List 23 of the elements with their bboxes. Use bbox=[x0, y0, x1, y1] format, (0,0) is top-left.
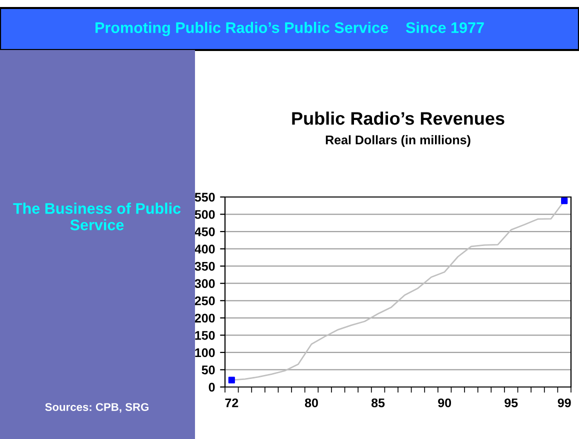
y-tick-label: 400 bbox=[194, 244, 215, 254]
x-tick-label: 99 bbox=[558, 398, 571, 408]
y-tick-label: 50 bbox=[202, 366, 215, 374]
text: The Business of Public Service bbox=[13, 202, 181, 230]
x-tick-label: 95 bbox=[504, 398, 518, 408]
x-tick-label: 90 bbox=[438, 398, 452, 408]
chart-subtitle: Real Dollars (in millions) bbox=[326, 135, 470, 147]
chart-title: Public Radio’s Revenues bbox=[292, 112, 504, 125]
y-tick-label: 350 bbox=[194, 262, 215, 271]
x-tick-label: 72 bbox=[225, 398, 238, 408]
text: Promoting Public Radio’s Public Service Since 1977 bbox=[96, 22, 484, 36]
y-tick-label: 100 bbox=[195, 348, 215, 358]
y-tick-label: 300 bbox=[194, 279, 215, 288]
source-note: Sources: CPB, SRG bbox=[45, 403, 148, 413]
y-tick-label: 150 bbox=[195, 330, 215, 340]
y-tick-label: 550 bbox=[194, 192, 215, 202]
x-tick-label: 80 bbox=[304, 398, 318, 408]
y-tick-label: 450 bbox=[194, 227, 215, 236]
y-tick-label: 250 bbox=[194, 296, 215, 306]
x-tick-label: 85 bbox=[371, 398, 385, 408]
y-tick-label: 200 bbox=[194, 314, 215, 323]
y-tick-label: 0 bbox=[208, 382, 215, 392]
y-tick-label: 500 bbox=[194, 210, 215, 219]
